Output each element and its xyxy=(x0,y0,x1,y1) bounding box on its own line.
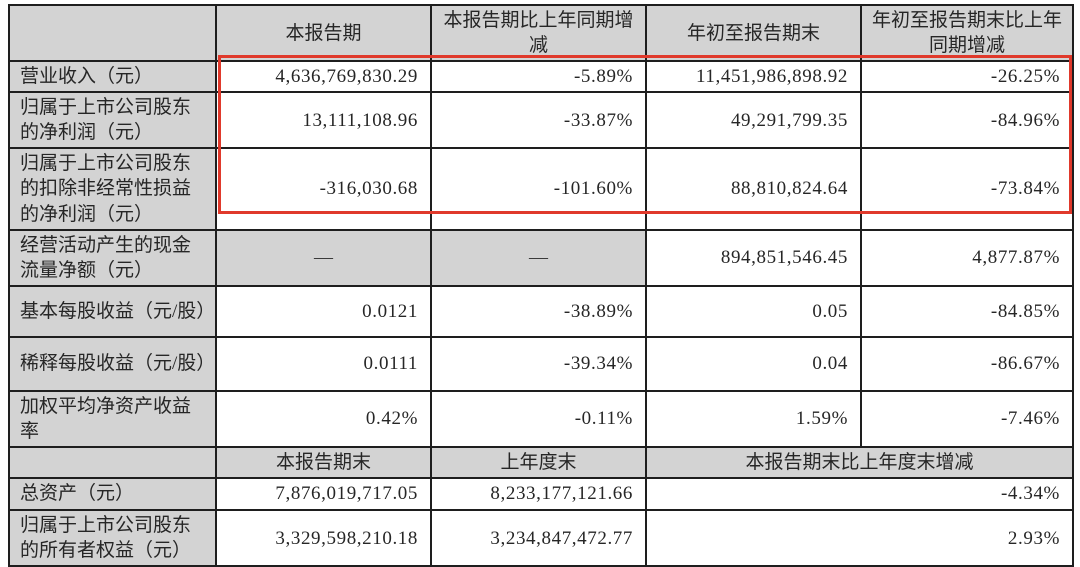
header-current-period: 本报告期 xyxy=(215,3,432,63)
row-operating-cash-flow: 经营活动产生的现金流量净额（元） — — 894,851,546.45 4,87… xyxy=(8,228,1074,287)
cell-ytd: 49,291,799.35 xyxy=(645,91,862,150)
cell-current-period: 4,636,769,830.29 xyxy=(215,60,432,94)
row-label: 营业收入（元） xyxy=(8,60,217,94)
cell-current-period: 0.0121 xyxy=(215,284,432,338)
cell-current-period: 0.0111 xyxy=(215,335,432,392)
row-label: 总资产（元） xyxy=(8,477,217,512)
cell-change: -4.34% xyxy=(645,477,1074,512)
row-equity-attributable: 归属于上市公司股东的所有者权益（元） 3,329,598,210.18 3,23… xyxy=(8,509,1074,567)
row-diluted-eps: 稀释每股收益（元/股） 0.0111 -39.34% 0.04 -86.67% xyxy=(8,335,1074,392)
header-current-period-yoy: 本报告期比上年同期增减 xyxy=(430,3,647,63)
financial-summary-table: 本报告期 本报告期比上年同期增减 年初至报告期末 年初至报告期末比上年同期增减 … xyxy=(8,3,1074,567)
header-row-period: 本报告期 本报告期比上年同期增减 年初至报告期末 年初至报告期末比上年同期增减 xyxy=(8,3,1074,63)
row-label: 经营活动产生的现金流量净额（元） xyxy=(8,228,217,287)
row-weighted-roe: 加权平均净资产收益率 0.42% -0.11% 1.59% -7.46% xyxy=(8,389,1074,448)
cell-current-period: -316,030.68 xyxy=(215,147,432,231)
cell-end-of-last-year: 8,233,177,121.66 xyxy=(430,477,647,512)
header-period-end-change: 本报告期末比上年度末增减 xyxy=(645,445,1074,480)
header-ytd-yoy: 年初至报告期末比上年同期增减 xyxy=(860,3,1074,63)
cell-ytd: 11,451,986,898.92 xyxy=(645,60,862,94)
cell-ytd: 88,810,824.64 xyxy=(645,147,862,231)
financial-summary-page: 本报告期 本报告期比上年同期增减 年初至报告期末 年初至报告期末比上年同期增减 … xyxy=(8,3,1074,567)
cell-yoy-change: -33.87% xyxy=(430,91,647,150)
cell-yoy-change: -0.11% xyxy=(430,389,647,448)
cell-ytd-yoy-change: -73.84% xyxy=(860,147,1074,231)
cell-ytd-yoy-change: 4,877.87% xyxy=(860,228,1074,287)
cell-yoy-change: -39.34% xyxy=(430,335,647,392)
row-label: 归属于上市公司股东的所有者权益（元） xyxy=(8,509,217,567)
cell-ytd-yoy-change: -84.96% xyxy=(860,91,1074,150)
row-label: 加权平均净资产收益率 xyxy=(8,389,217,448)
header-end-of-period: 本报告期末 xyxy=(215,445,432,480)
row-total-assets: 总资产（元） 7,876,019,717.05 8,233,177,121.66… xyxy=(8,477,1074,512)
cell-end-of-period: 3,329,598,210.18 xyxy=(215,509,432,567)
cell-yoy-change: -38.89% xyxy=(430,284,647,338)
header-end-of-last-year: 上年度末 xyxy=(430,445,647,480)
cell-yoy-change-dash: — xyxy=(430,228,647,287)
row-net-profit: 归属于上市公司股东的净利润（元） 13,111,108.96 -33.87% 4… xyxy=(8,91,1074,150)
row-label: 基本每股收益（元/股） xyxy=(8,284,217,338)
row-label: 归属于上市公司股东的扣除非经常性损益的净利润（元） xyxy=(8,147,217,231)
cell-ytd-yoy-change: -84.85% xyxy=(860,284,1074,338)
cell-ytd: 0.04 xyxy=(645,335,862,392)
header-ytd: 年初至报告期末 xyxy=(645,3,862,63)
cell-ytd: 0.05 xyxy=(645,284,862,338)
cell-ytd-yoy-change: -26.25% xyxy=(860,60,1074,94)
header-row-period-end: 本报告期末 上年度末 本报告期末比上年度末增减 xyxy=(8,445,1074,480)
row-net-profit-excl-nonrecurring: 归属于上市公司股东的扣除非经常性损益的净利润（元） -316,030.68 -1… xyxy=(8,147,1074,231)
header-blank-cell xyxy=(8,445,217,480)
cell-ytd-yoy-change: -86.67% xyxy=(860,335,1074,392)
row-label: 归属于上市公司股东的净利润（元） xyxy=(8,91,217,150)
cell-yoy-change: -101.60% xyxy=(430,147,647,231)
cell-ytd: 894,851,546.45 xyxy=(645,228,862,287)
cell-change: 2.93% xyxy=(645,509,1074,567)
row-basic-eps: 基本每股收益（元/股） 0.0121 -38.89% 0.05 -84.85% xyxy=(8,284,1074,338)
cell-ytd: 1.59% xyxy=(645,389,862,448)
cell-yoy-change: -5.89% xyxy=(430,60,647,94)
cell-end-of-period: 7,876,019,717.05 xyxy=(215,477,432,512)
cell-current-period: 13,111,108.96 xyxy=(215,91,432,150)
cell-ytd-yoy-change: -7.46% xyxy=(860,389,1074,448)
cell-current-period-dash: — xyxy=(215,228,432,287)
header-blank-cell xyxy=(8,3,217,63)
row-label: 稀释每股收益（元/股） xyxy=(8,335,217,392)
cell-end-of-last-year: 3,234,847,472.77 xyxy=(430,509,647,567)
cell-current-period: 0.42% xyxy=(215,389,432,448)
row-revenue: 营业收入（元） 4,636,769,830.29 -5.89% 11,451,9… xyxy=(8,60,1074,94)
